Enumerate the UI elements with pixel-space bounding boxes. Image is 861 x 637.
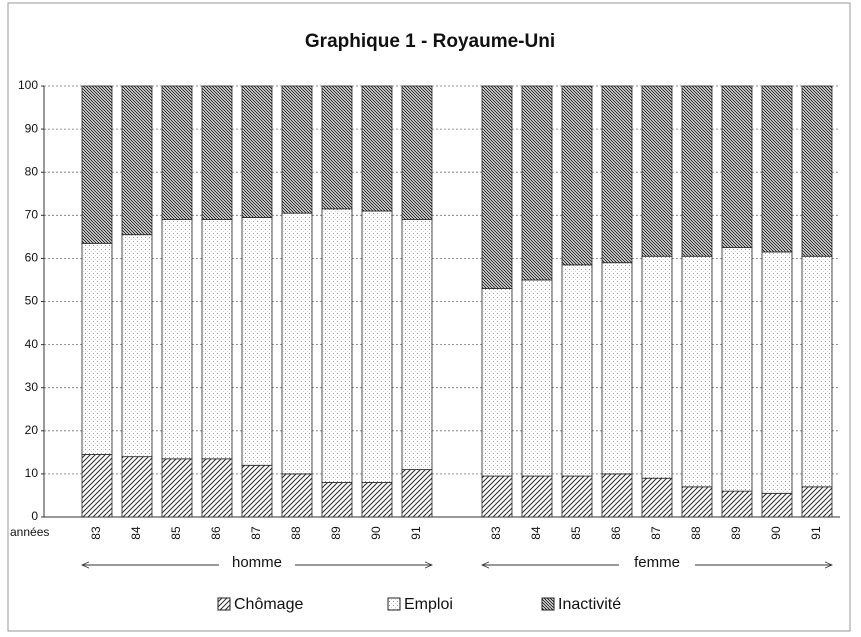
bar-segment [521,279,553,477]
legend-label: Inactivité [558,596,621,613]
x-tick-label: 91 [409,526,423,540]
bar-segment [281,473,313,518]
bar-segment [241,217,273,466]
x-tick-label: 87 [649,526,663,540]
bar-segment [681,255,713,488]
bar-segment [561,475,593,518]
y-tick-label: 60 [25,251,39,265]
x-tick-label: 90 [769,526,783,540]
bar-segment [321,85,353,210]
bar-segment [81,85,113,244]
bar-segment [481,85,513,289]
bar-segment [121,456,153,518]
y-tick-label: 40 [25,337,39,351]
bar-segment [601,85,633,264]
x-tick-label: 86 [209,526,223,540]
x-tick-label: 87 [249,526,263,540]
bar-segment [721,490,753,518]
bar-segment [521,85,553,281]
bar-segment [561,264,593,477]
bar-segment [161,85,193,221]
bar-segment [401,219,433,470]
x-tick-label: 86 [609,526,623,540]
y-tick-label: 0 [31,509,38,523]
x-tick-label: 84 [129,526,143,540]
bar-segment [601,473,633,518]
group-label: homme [232,554,282,571]
bar-segment [361,210,393,483]
bar-segment [201,458,233,518]
x-tick-label: 83 [89,526,103,540]
y-tick-label: 100 [18,78,38,92]
x-tick-label: 83 [489,526,503,540]
bar-segment [641,85,673,257]
bar-segment [561,85,593,266]
bar-segment [321,482,353,518]
bar-segment [801,486,833,518]
bar-segment [601,262,633,475]
bar-segment [281,212,313,475]
frame [7,2,851,632]
bar-segment [681,85,713,257]
group-label: femme [634,554,680,571]
y-tick-label: 50 [25,294,39,308]
bar-segment [81,454,113,518]
bar-segment [721,85,753,249]
y-tick-label: 30 [25,380,39,394]
y-tick-label: 80 [25,164,39,178]
bar-segment [401,85,433,221]
x-tick-label: 85 [569,526,583,540]
x-tick-label: 84 [529,526,543,540]
bar-segment [801,255,833,488]
bar-segment [761,492,793,518]
bar-segment [81,242,113,455]
bar-segment [241,464,273,518]
legend-swatch [541,597,555,611]
bar-segment [721,247,753,492]
chart-title: Graphique 1 - Royaume-Uni [305,31,555,52]
y-tick-label: 90 [25,121,39,135]
bar-segment [521,475,553,518]
bar-segment [401,469,433,518]
x-tick-label: 88 [289,526,303,540]
y-tick-label: 10 [25,466,39,480]
bar-segment [761,85,793,253]
legend-label: Emploi [404,596,453,613]
bar-segment [161,458,193,518]
bar-segment [121,85,153,236]
x-tick-label: 89 [729,526,743,540]
bar-segment [361,482,393,518]
bar-segment [481,288,513,477]
x-tick-label: 90 [369,526,383,540]
x-tick-label: 88 [689,526,703,540]
bar-segment [641,477,673,518]
bar-segment [761,251,793,494]
x-tick-label: 89 [329,526,343,540]
y-tick-label: 70 [25,207,39,221]
bar-segment [801,85,833,257]
bar-segment [241,85,273,218]
bar-segment [281,85,313,214]
bar-segment [681,486,713,518]
legend-label: Chômage [234,596,303,613]
bar-segment [481,475,513,518]
bar-segment [641,255,673,479]
legend-swatch [387,597,401,611]
bar-segment [201,85,233,221]
bar-segment [161,219,193,460]
x-tick-label: 91 [809,526,823,540]
y-tick-label: 20 [25,423,39,437]
x-axis-label: années [10,525,49,539]
bar-segment [201,219,233,460]
legend-swatch [217,597,231,611]
bar-segment [121,234,153,458]
bar-segment [321,208,353,483]
x-tick-label: 85 [169,526,183,540]
bar-segment [361,85,393,212]
